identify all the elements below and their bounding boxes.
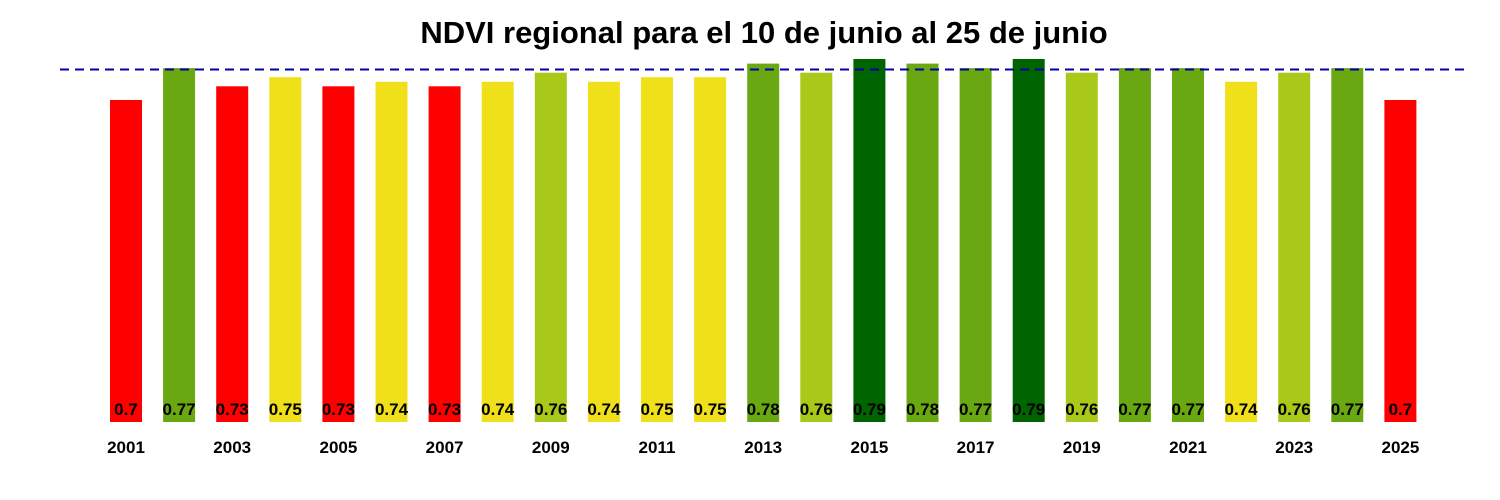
bar-2017 (959, 68, 992, 422)
x-tick-2021: 2021 (1169, 438, 1207, 457)
value-label-2004: 0.75 (269, 400, 302, 419)
value-label-2015: 0.79 (853, 400, 886, 419)
bar-2003 (216, 86, 249, 423)
bar-2005 (322, 86, 355, 423)
x-tick-2007: 2007 (426, 438, 464, 457)
bar-2008 (481, 81, 514, 423)
value-label-2018: 0.79 (1012, 400, 1045, 419)
x-tick-2013: 2013 (744, 438, 782, 457)
value-label-2013: 0.78 (747, 400, 780, 419)
bar-2021 (1172, 68, 1204, 422)
value-label-2006: 0.74 (375, 400, 409, 419)
bar-2011 (641, 77, 673, 422)
bar-2013 (747, 63, 780, 422)
bar-2019 (1065, 72, 1098, 422)
value-label-2010: 0.74 (587, 400, 621, 419)
bar-2018 (1012, 59, 1045, 422)
x-tick-2011: 2011 (639, 438, 676, 457)
value-label-2020: 0.77 (1118, 400, 1151, 419)
chart-title: NDVI regional para el 10 de junio al 25 … (420, 15, 1107, 50)
x-tick-2023: 2023 (1275, 438, 1313, 457)
bar-2023 (1278, 72, 1311, 422)
value-label-2009: 0.76 (534, 400, 567, 419)
bar-2012 (694, 77, 727, 422)
value-label-2012: 0.75 (694, 400, 727, 419)
bar-2001 (110, 100, 142, 422)
x-tick-2017: 2017 (957, 438, 995, 457)
x-tick-labels-group: 2001 2003 2005 2007 2009 2011 2013 2015 2017 2019… (107, 438, 1419, 457)
value-label-2022: 0.74 (1225, 400, 1259, 419)
value-label-2014: 0.76 (800, 400, 833, 419)
x-tick-2019: 2019 (1063, 438, 1101, 457)
bar-2015 (853, 59, 886, 422)
bar-2009 (534, 72, 567, 422)
value-label-2001: 0.7 (114, 400, 138, 419)
bar-2010 (587, 81, 620, 423)
value-label-2016: 0.78 (906, 400, 939, 419)
bar-2016 (906, 63, 939, 422)
bar-2004 (269, 77, 302, 422)
x-tick-2005: 2005 (319, 438, 357, 457)
value-label-2021: 0.77 (1171, 400, 1204, 419)
bar-2022 (1225, 81, 1258, 423)
value-label-2002: 0.77 (163, 400, 196, 419)
value-label-2005: 0.73 (322, 400, 355, 419)
bar-2025 (1384, 100, 1417, 422)
value-label-2007: 0.73 (428, 400, 461, 419)
value-label-2011: 0.75 (640, 400, 673, 419)
bar-2002 (163, 68, 196, 422)
bar-2014 (800, 72, 833, 422)
bars-group (110, 59, 1417, 423)
x-tick-2025: 2025 (1381, 438, 1419, 457)
value-labels-group: 0.7 0.77 0.73 0.75 0.73 0.74 0.73 0.74 0.76 0.74 0… (114, 400, 1412, 419)
bar-2006 (375, 81, 408, 423)
value-label-2024: 0.77 (1331, 400, 1364, 419)
x-tick-2015: 2015 (850, 438, 888, 457)
value-label-2019: 0.76 (1065, 400, 1098, 419)
bar-2020 (1118, 68, 1151, 422)
x-tick-2001: 2001 (107, 438, 145, 457)
value-label-2023: 0.76 (1278, 400, 1311, 419)
value-label-2003: 0.73 (216, 400, 249, 419)
bar-2024 (1331, 68, 1364, 422)
value-label-2017: 0.77 (959, 400, 992, 419)
value-label-2008: 0.74 (481, 400, 515, 419)
x-tick-2009: 2009 (532, 438, 570, 457)
bar-2007 (428, 86, 461, 423)
value-label-2025: 0.7 (1389, 400, 1413, 419)
x-tick-2003: 2003 (213, 438, 251, 457)
